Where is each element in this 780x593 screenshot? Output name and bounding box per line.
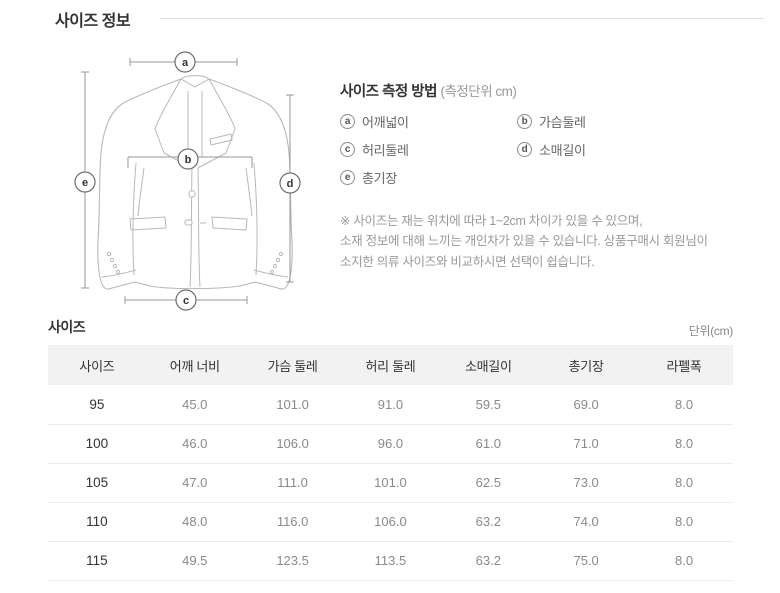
cell-waist: 91.0 — [377, 396, 404, 412]
cell-waist: 113.5 — [374, 553, 407, 568]
col-header-lapel: 라펠폭 — [666, 358, 702, 374]
legend-item-chest: b 가슴둘레 — [517, 112, 768, 131]
cell-size: 115 — [86, 553, 108, 568]
cell-lapel: 8.0 — [674, 553, 694, 568]
table-row: 95 45.0 101.0 91.0 59.5 69.0 8.0 — [48, 385, 733, 424]
cell-length: 74.0 — [573, 514, 599, 529]
cell-length: 71.0 — [573, 436, 599, 451]
size-table-title: 사이즈 — [48, 319, 86, 335]
table-row: 105 47.0 111.0 101.0 62.5 73.0 8.0 — [48, 463, 733, 502]
col-header-size: 사이즈 — [79, 358, 115, 374]
cell-sleeve: 61.0 — [475, 436, 501, 451]
legend-badge-d: d — [517, 142, 532, 157]
col-header-length: 총기장 — [568, 358, 604, 374]
unit-label: 단위(cm) — [688, 324, 734, 338]
cell-size: 105 — [85, 475, 109, 490]
measurement-method-panel: 사이즈 측정 방법 (측정단위 cm) a 어깨넓이 b 가슴둘레 c 허리둘레… — [340, 80, 768, 272]
col-header-sleeve: 소매길이 — [464, 358, 512, 374]
jacket-measurement-diagram: a b c d e — [74, 51, 301, 311]
cell-chest: 116.0 — [276, 514, 309, 529]
jacket-illustration — [97, 75, 293, 290]
cell-size: 110 — [86, 514, 108, 529]
table-row: 115 49.5 123.5 113.5 63.2 75.0 8.0 — [48, 541, 733, 580]
legend-label-shoulder: 어깨넓이 — [362, 115, 409, 130]
legend-label-length: 총기장 — [362, 171, 397, 186]
cell-size: 100 — [85, 436, 109, 451]
legend-item-waist: c 허리둘레 — [340, 140, 517, 159]
col-header-chest: 가슴 둘레 — [267, 358, 318, 374]
method-title: 사이즈 측정 방법 (측정단위 cm) — [340, 80, 768, 101]
title-divider — [160, 18, 764, 19]
legend-label-chest: 가슴둘레 — [539, 115, 586, 130]
legend-item-sleeve: d 소매길이 — [517, 140, 768, 159]
cell-shoulder: 48.0 — [182, 514, 208, 529]
legend-item-length: e 총기장 — [340, 168, 517, 187]
size-disclaimer-note: ※ 사이즈는 재는 위치에 따라 1~2cm 차이가 있을 수 있으며, 소재 … — [340, 214, 708, 269]
page-title: 사이즈 정보 — [55, 13, 131, 30]
measure-badges: a b c d e — [74, 51, 301, 311]
cell-length: 75.0 — [573, 553, 599, 568]
table-row: 110 48.0 116.0 106.0 63.2 74.0 8.0 — [48, 502, 733, 541]
cell-waist: 101.0 — [374, 475, 407, 490]
size-table-header-row: 사이즈 어깨 너비 가슴 둘레 허리 둘레 소매길이 총기장 라펠폭 — [48, 345, 733, 385]
legend-item-shoulder: a 어깨넓이 — [340, 112, 517, 131]
legend-label-sleeve: 소매길이 — [539, 143, 586, 158]
method-title-text: 사이즈 측정 방법 — [340, 84, 437, 100]
cell-chest: 111.0 — [277, 475, 308, 490]
cell-lapel: 8.0 — [674, 514, 694, 529]
col-header-waist: 허리 둘레 — [365, 358, 416, 374]
table-row: 100 46.0 106.0 96.0 61.0 71.0 8.0 — [48, 424, 733, 463]
cell-waist: 96.0 — [377, 436, 404, 451]
cell-lapel: 8.0 — [674, 396, 694, 412]
measure-label-c: c — [183, 295, 189, 307]
cell-sleeve: 63.2 — [475, 553, 501, 568]
legend-badge-a: a — [340, 114, 355, 129]
legend-badge-c: c — [340, 142, 355, 157]
cell-length: 73.0 — [573, 475, 599, 490]
cell-lapel: 8.0 — [674, 436, 694, 451]
cell-length: 69.0 — [573, 396, 599, 412]
cell-shoulder: 45.0 — [182, 396, 208, 412]
cell-chest: 106.0 — [276, 436, 309, 451]
method-unit-text: (측정단위 cm) — [440, 84, 517, 99]
cell-sleeve: 59.5 — [475, 396, 501, 412]
cell-shoulder: 49.5 — [182, 553, 208, 568]
cell-sleeve: 63.2 — [475, 514, 501, 529]
legend-label-waist: 허리둘레 — [362, 143, 409, 158]
legend-badge-b: b — [517, 114, 532, 129]
measure-label-d: d — [287, 178, 294, 190]
legend-badge-e: e — [340, 170, 355, 185]
cell-size: 95 — [89, 396, 105, 412]
cell-chest: 123.5 — [276, 553, 309, 568]
cell-chest: 101.0 — [276, 396, 309, 412]
col-header-shoulder: 어깨 너비 — [169, 358, 220, 374]
cell-sleeve: 62.5 — [475, 475, 501, 490]
cell-lapel: 8.0 — [674, 475, 694, 490]
cell-shoulder: 46.0 — [182, 436, 208, 451]
cell-shoulder: 47.0 — [182, 475, 208, 490]
measurement-legend: a 어깨넓이 b 가슴둘레 c 허리둘레 d 소매길이 e 총기장 — [340, 112, 768, 187]
measure-label-b: b — [185, 154, 192, 166]
measure-label-e: e — [82, 177, 88, 189]
measure-label-a: a — [182, 57, 189, 69]
cell-waist: 106.0 — [374, 514, 407, 529]
size-table: 사이즈 어깨 너비 가슴 둘레 허리 둘레 소매길이 총기장 라펠폭 95 45… — [48, 345, 733, 581]
